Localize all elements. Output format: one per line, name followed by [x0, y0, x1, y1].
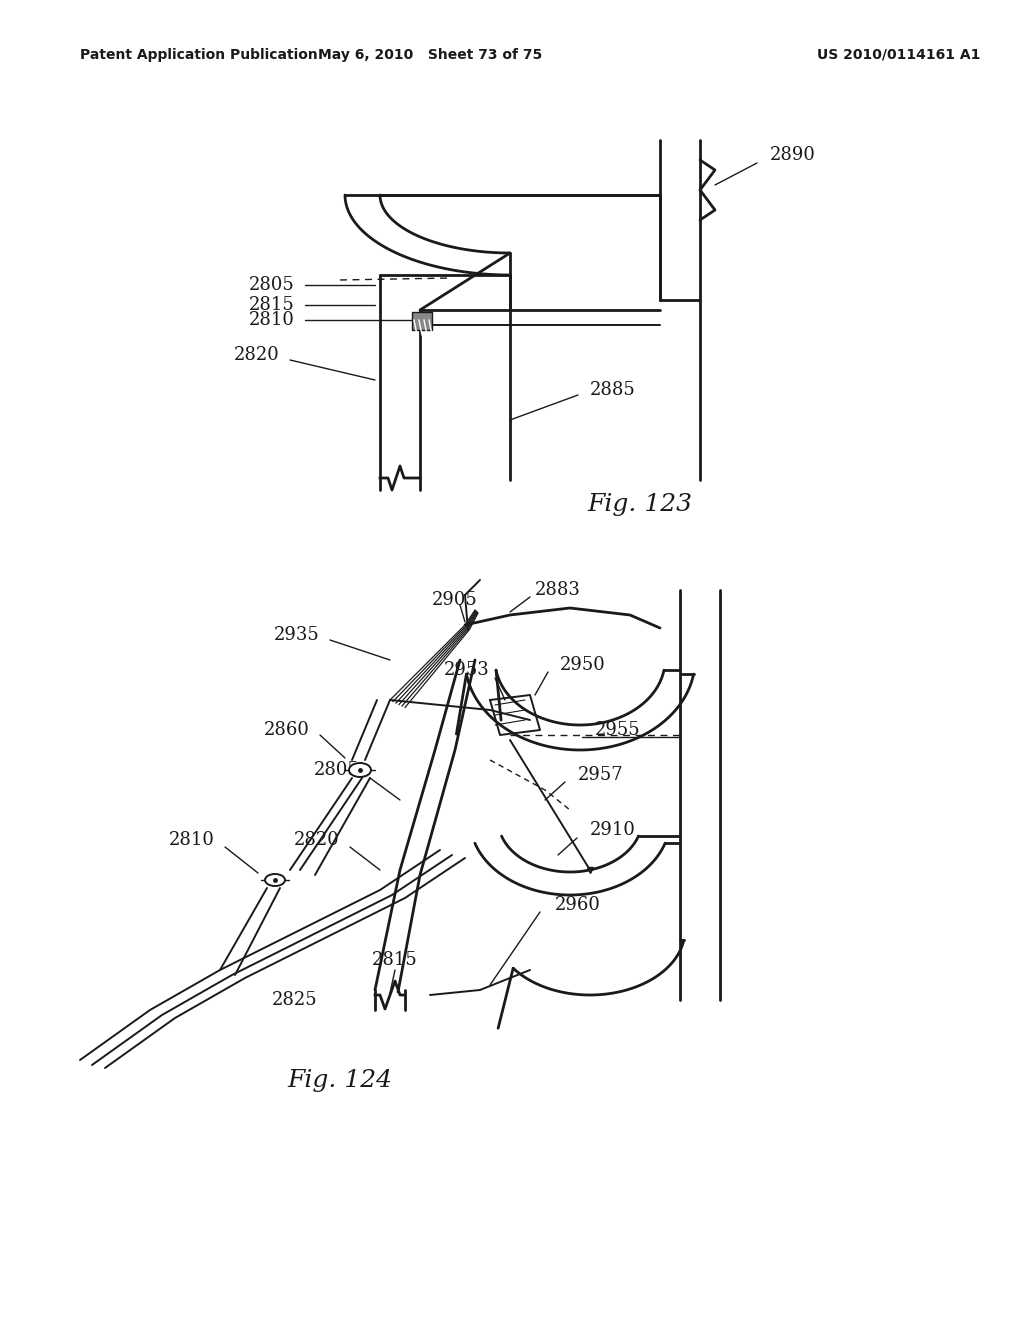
Text: 2820: 2820: [294, 832, 340, 849]
Text: Patent Application Publication: Patent Application Publication: [80, 48, 317, 62]
Text: 2935: 2935: [274, 626, 319, 644]
Text: 2805: 2805: [249, 276, 295, 294]
Text: 2960: 2960: [555, 896, 601, 913]
Text: 2883: 2883: [535, 581, 581, 599]
Text: 2957: 2957: [578, 766, 624, 784]
Text: 2815: 2815: [249, 296, 295, 314]
Text: 2910: 2910: [590, 821, 636, 840]
Text: 2860: 2860: [264, 721, 310, 739]
Text: 2810: 2810: [169, 832, 215, 849]
Text: 2815: 2815: [372, 950, 418, 969]
Text: 2890: 2890: [770, 147, 816, 164]
Text: 2825: 2825: [272, 991, 317, 1008]
Text: Fig. 124: Fig. 124: [288, 1068, 392, 1092]
Ellipse shape: [349, 763, 371, 777]
Text: 2953: 2953: [444, 661, 490, 678]
Ellipse shape: [265, 874, 285, 886]
Bar: [412, 312, 432, 330]
Text: 2810: 2810: [249, 312, 295, 329]
Text: 2885: 2885: [590, 381, 636, 399]
Text: 2950: 2950: [560, 656, 606, 675]
Text: 2805: 2805: [314, 762, 360, 779]
Text: 2905: 2905: [432, 591, 478, 609]
Text: 2820: 2820: [234, 346, 280, 364]
Text: 2955: 2955: [595, 721, 641, 739]
Text: Fig. 123: Fig. 123: [588, 494, 692, 516]
Text: US 2010/0114161 A1: US 2010/0114161 A1: [816, 48, 980, 62]
Text: May 6, 2010   Sheet 73 of 75: May 6, 2010 Sheet 73 of 75: [317, 48, 542, 62]
